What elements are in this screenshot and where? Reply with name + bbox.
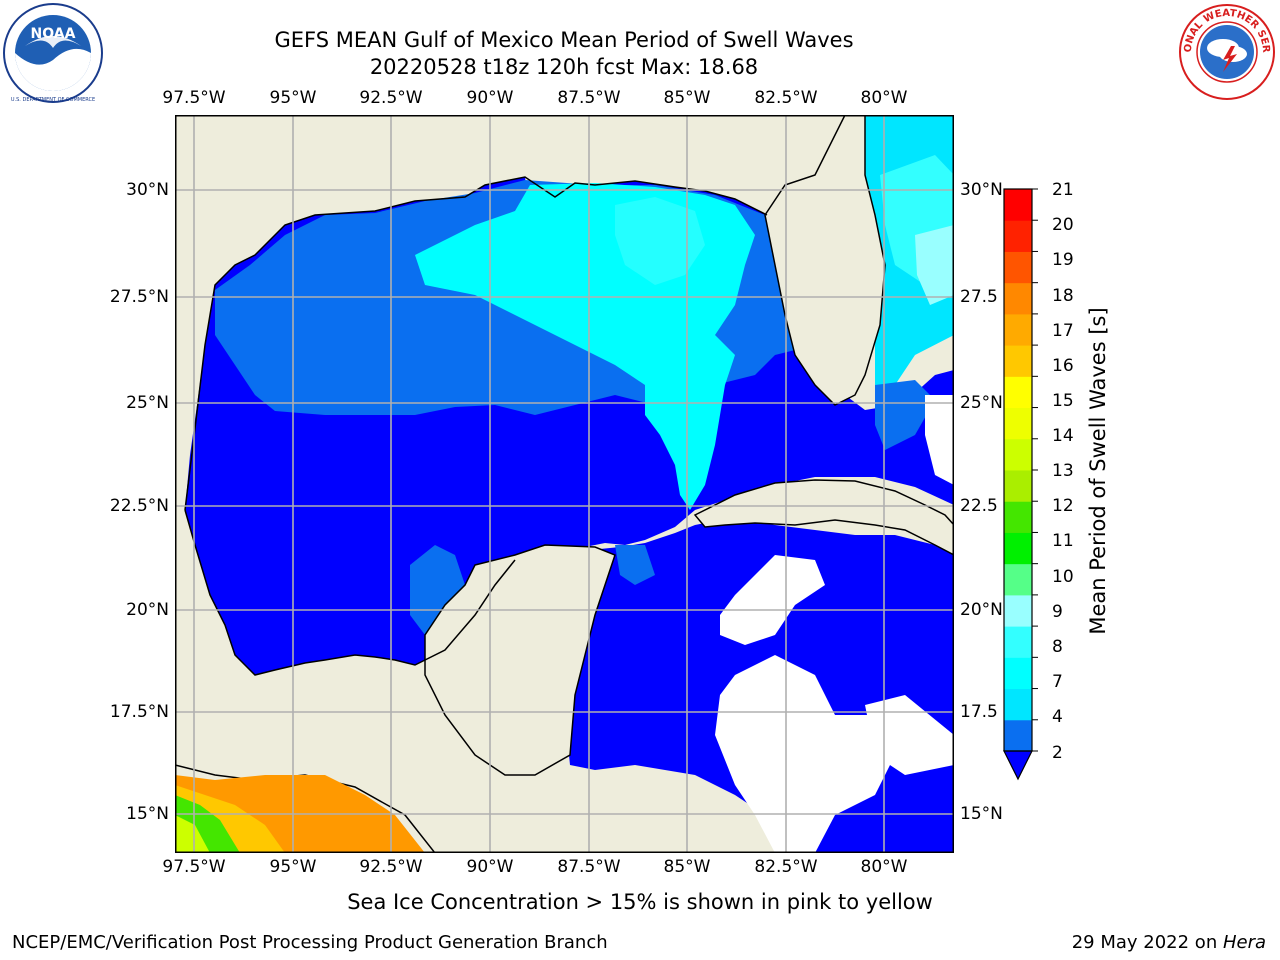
lat-label: 27.5°N — [109, 287, 169, 307]
colorbar-bin — [1004, 282, 1032, 315]
colorbar-bin — [1004, 313, 1032, 346]
chart-title: GEFS MEAN Gulf of Mexico Mean Period of … — [274, 28, 854, 52]
colorbar-bin — [1004, 563, 1032, 596]
lon-label: 90°W — [466, 88, 514, 108]
colorbar-bin — [1004, 407, 1032, 440]
lat-label: 27.5 — [960, 287, 998, 307]
atlantic-swell-8-9 — [915, 225, 954, 305]
cuba-land — [693, 479, 954, 556]
missing-data-area — [720, 555, 825, 645]
colorbar-tick: 10 — [1052, 567, 1074, 587]
colorbar-tick: 9 — [1052, 602, 1063, 622]
colorbar — [1003, 188, 1038, 781]
colorbar-bin — [1004, 470, 1032, 502]
colorbar-tick: 8 — [1052, 637, 1063, 657]
colorbar-bin — [1004, 626, 1032, 658]
colorbar-bin — [1004, 376, 1032, 409]
noaa-logo: NOAA U.S. DEPARTMENT OF COMMERCE — [3, 3, 103, 103]
lon-label: 97.5°W — [162, 88, 226, 108]
lon-label: 90°W — [466, 857, 514, 877]
yucatan-channel-2-4 — [615, 545, 655, 585]
map-graticule — [175, 115, 954, 853]
nws-logo: NATIONAL WEATHER SERVICE — [1177, 2, 1275, 100]
lat-label: 17.5°N — [109, 702, 169, 722]
colorbar-bin — [1004, 719, 1032, 752]
lon-label: 97.5°W — [162, 857, 226, 877]
colorbar-bin — [1004, 438, 1032, 471]
colorbar-tick: 7 — [1052, 672, 1063, 692]
colorbar-tick: 11 — [1052, 531, 1074, 551]
colorbar-bin — [1004, 501, 1032, 533]
footer-credit: NCEP/EMC/Verification Post Processing Pr… — [12, 932, 608, 953]
map-frame — [175, 115, 954, 853]
chart-subtitle: 20220528 t18z 120h fcst Max: 18.68 — [369, 55, 759, 79]
lon-label: 80°W — [860, 857, 908, 877]
colorbar-tick: 14 — [1052, 426, 1074, 446]
lat-label: 15°N — [960, 804, 1003, 824]
mexico-coastline — [184, 509, 516, 676]
pacific-swell-lowest — [175, 815, 210, 853]
yucatan-land — [424, 544, 616, 776]
colorbar-bin — [1004, 532, 1032, 565]
footer-host: Hera — [1222, 932, 1266, 953]
lat-label: 15°N — [126, 804, 169, 824]
colorbar-under-arrow — [1003, 750, 1033, 781]
lat-label: 22.5°N — [109, 496, 169, 516]
sea-ice-note: Sea Ice Concentration > 15% is shown in … — [347, 890, 933, 914]
swell-period-map — [175, 115, 954, 853]
lon-label: 85°W — [663, 857, 711, 877]
colorbar-tick: 2 — [1052, 743, 1063, 763]
lon-label: 87.5°W — [557, 88, 621, 108]
colorbar-tick: 12 — [1052, 496, 1074, 516]
svg-text:NOAA: NOAA — [31, 26, 76, 42]
colorbar-bin — [1004, 594, 1032, 627]
lon-label: 87.5°W — [557, 857, 621, 877]
colorbar-bin — [1004, 189, 1032, 221]
colorbar-bin — [1004, 220, 1032, 252]
colorbar-tick: 4 — [1052, 707, 1063, 727]
lat-label: 25°N — [126, 393, 169, 413]
lat-label: 17.5 — [960, 702, 998, 722]
lat-label: 22.5 — [960, 496, 998, 516]
missing-data-area — [865, 695, 954, 775]
colorbar-bin — [1004, 345, 1032, 377]
gulf-coastline — [184, 176, 768, 511]
colorbar-tick: 15 — [1052, 391, 1074, 411]
florida-land — [764, 115, 886, 406]
colorbar-label: Mean Period of Swell Waves [s] — [1086, 307, 1110, 635]
svg-text:U.S. DEPARTMENT OF COMMERCE: U.S. DEPARTMENT OF COMMERCE — [11, 97, 95, 103]
lon-label: 92.5°W — [359, 88, 423, 108]
lon-label: 95°W — [269, 857, 317, 877]
lat-label: 25°N — [960, 393, 1003, 413]
lon-label: 82.5°W — [754, 88, 818, 108]
east-gulf-2-4 — [875, 380, 935, 450]
colorbar-tick: 18 — [1052, 286, 1074, 306]
lon-label: 85°W — [663, 88, 711, 108]
colorbar-tick: 19 — [1052, 250, 1074, 270]
central-swell-6-7 — [615, 197, 705, 285]
colorbar-tick: 13 — [1052, 461, 1074, 481]
lon-label: 92.5°W — [359, 857, 423, 877]
colorbar-tick: 17 — [1052, 321, 1074, 341]
colorbar-bin — [1004, 251, 1032, 284]
colorbar-tick: 20 — [1052, 215, 1074, 235]
lat-label: 30°N — [960, 180, 1003, 200]
colorbar-tick: 16 — [1052, 356, 1074, 376]
lon-label: 80°W — [860, 88, 908, 108]
lat-label: 20°N — [126, 600, 169, 620]
lat-label: 20°N — [960, 600, 1003, 620]
footer-date: 29 May 2022 on Hera — [1072, 932, 1266, 953]
missing-data-area — [715, 655, 895, 853]
colorbar-bin — [1004, 657, 1032, 690]
missing-data-area — [925, 395, 954, 485]
colorbar-bin — [1004, 688, 1032, 721]
colorbar-tick: 21 — [1052, 180, 1074, 200]
lon-label: 95°W — [269, 88, 317, 108]
footer-date-text: 29 May 2022 on — [1071, 932, 1223, 953]
lon-label: 82.5°W — [754, 857, 818, 877]
lat-label: 30°N — [126, 180, 169, 200]
